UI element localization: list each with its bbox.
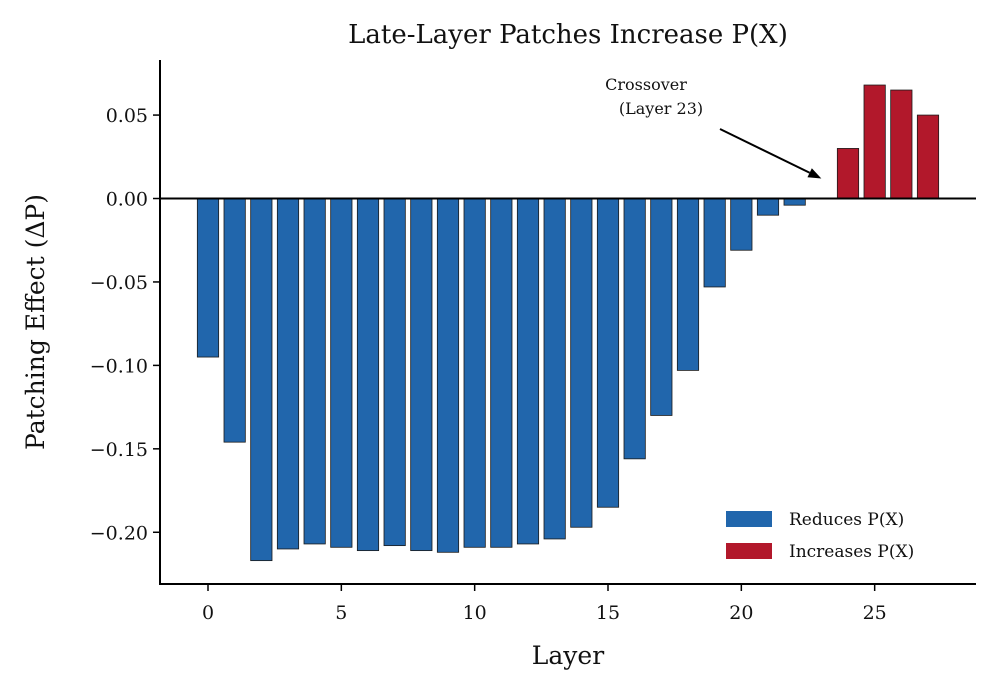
x-tick-label: 15	[596, 602, 620, 624]
y-tick-label: 0.05	[106, 105, 148, 127]
bar-layer-21	[756, 198, 780, 216]
x-tick-label: 5	[335, 602, 347, 624]
y-tick-label: −0.10	[90, 355, 148, 377]
bar-layer-4	[303, 198, 326, 545]
bar-layer-16	[623, 198, 646, 460]
bar-layer-14	[570, 198, 593, 528]
bar-layer-7	[383, 198, 406, 547]
bar-layer-2	[250, 198, 273, 562]
bar-layer-24	[836, 148, 860, 199]
bar-layer-11	[490, 198, 513, 548]
bar-layer-5	[330, 198, 353, 548]
bar-layer-18	[676, 198, 700, 371]
bar-layer-22	[783, 198, 806, 206]
chart-title: Late-Layer Patches Increase P(X)	[348, 20, 788, 50]
bar-layer-12	[516, 198, 540, 545]
bar-layer-6	[356, 198, 380, 552]
y-ticks: 0.05 0.00 −0.05 −0.10 −0.15 −0.20	[90, 105, 160, 544]
bar-layer-10	[463, 198, 486, 548]
legend: Reduces P(X) Increases P(X)	[726, 510, 914, 562]
bar-layer-20	[730, 198, 753, 251]
annotation-line-2: (Layer 23)	[619, 99, 703, 118]
bar-layer-3	[276, 198, 300, 550]
bar-layer-13	[543, 198, 566, 540]
bar-layer-9	[436, 198, 460, 553]
y-tick-label: 0.00	[106, 189, 148, 211]
y-axis-label: Patching Effect (ΔP)	[21, 194, 50, 450]
annotation-arrowhead	[807, 168, 822, 179]
bar-layer-25	[863, 84, 886, 199]
y-tick-label: −0.05	[90, 272, 148, 294]
x-tick-label: 10	[463, 602, 487, 624]
legend-swatch-increases	[726, 543, 772, 559]
y-tick-label: −0.15	[90, 439, 148, 461]
bar-layer-8	[410, 198, 433, 552]
bar-layer-1	[223, 198, 246, 443]
legend-label-reduces: Reduces P(X)	[789, 510, 904, 530]
bar-layer-19	[703, 198, 726, 288]
x-tick-label: 25	[863, 602, 887, 624]
legend-swatch-reduces	[726, 511, 772, 527]
x-tick-label: 0	[202, 602, 214, 624]
bar-layer-27	[916, 114, 940, 199]
x-axis-label: Layer	[532, 641, 604, 670]
annotation: Crossover (Layer 23)	[605, 75, 822, 179]
bar-layer-26	[890, 89, 913, 199]
annotation-arrow	[719, 128, 811, 174]
bars	[196, 84, 940, 562]
x-tick-label: 20	[729, 602, 753, 624]
y-tick-label: −0.20	[90, 522, 148, 544]
bar-layer-0	[196, 198, 220, 358]
bar-layer-17	[650, 198, 673, 416]
x-ticks: 0 5 10 15 20 25	[202, 584, 887, 624]
bar-layer-15	[596, 198, 620, 508]
legend-label-increases: Increases P(X)	[789, 542, 914, 562]
annotation-line-1: Crossover	[605, 75, 687, 94]
